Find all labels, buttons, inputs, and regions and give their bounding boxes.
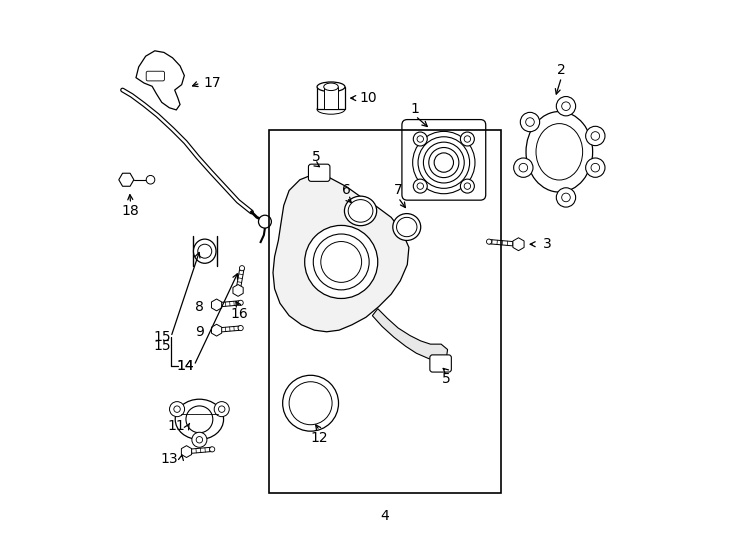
Ellipse shape [324,83,338,91]
Circle shape [591,164,600,172]
Text: 2: 2 [557,63,566,77]
Circle shape [210,447,215,452]
Circle shape [214,402,229,417]
Circle shape [556,188,575,207]
Polygon shape [211,324,222,336]
Text: 5: 5 [312,150,320,164]
Circle shape [289,382,332,425]
Circle shape [586,126,605,146]
Circle shape [186,406,213,433]
Circle shape [429,147,459,178]
FancyBboxPatch shape [146,71,164,81]
Polygon shape [136,51,184,110]
Ellipse shape [393,214,421,240]
Text: 16: 16 [230,307,248,321]
Text: 13: 13 [161,452,178,466]
Text: 7: 7 [393,184,402,198]
Ellipse shape [526,112,592,192]
Polygon shape [181,446,192,457]
Circle shape [192,432,207,447]
Ellipse shape [536,124,583,180]
Bar [324,87,338,110]
Polygon shape [273,174,409,332]
Text: 4: 4 [379,509,388,523]
Bar [317,87,345,110]
Circle shape [417,183,424,190]
Circle shape [305,225,378,299]
Circle shape [238,326,243,330]
Ellipse shape [317,105,345,114]
Ellipse shape [348,200,373,222]
Circle shape [238,300,243,306]
Circle shape [258,215,272,228]
Ellipse shape [175,399,224,440]
Ellipse shape [317,82,345,92]
Polygon shape [211,299,222,311]
Polygon shape [372,309,448,360]
Circle shape [434,153,454,172]
Circle shape [460,179,474,193]
Text: 15: 15 [153,339,170,353]
Circle shape [239,266,244,271]
Ellipse shape [396,218,417,237]
Text: 5: 5 [442,372,451,386]
Circle shape [464,183,470,190]
Circle shape [196,436,203,443]
Text: 17: 17 [203,76,221,90]
Polygon shape [233,285,243,296]
Text: 18: 18 [122,204,139,218]
Circle shape [413,131,475,194]
Ellipse shape [344,196,377,226]
Circle shape [460,132,474,146]
Text: 8: 8 [195,300,204,314]
Circle shape [526,118,534,126]
Text: 6: 6 [342,184,351,198]
Circle shape [417,136,424,142]
Text: 9: 9 [195,325,204,339]
Text: 12: 12 [311,430,329,444]
Text: 15: 15 [153,330,170,344]
Circle shape [424,142,464,183]
Polygon shape [513,238,524,251]
Circle shape [413,179,427,193]
Text: 3: 3 [542,237,551,251]
Circle shape [464,136,470,142]
Circle shape [562,102,570,111]
FancyBboxPatch shape [430,355,451,372]
Circle shape [146,176,155,184]
Circle shape [313,234,369,290]
Circle shape [418,137,470,188]
Circle shape [174,406,181,413]
Circle shape [591,132,600,140]
Ellipse shape [194,239,216,264]
Circle shape [556,97,575,116]
Bar [269,130,501,493]
Circle shape [197,244,211,258]
Text: 10: 10 [359,91,377,105]
Circle shape [413,132,427,146]
Text: 1: 1 [411,102,420,116]
Circle shape [283,375,338,431]
Text: 11: 11 [167,419,185,433]
Circle shape [520,112,539,132]
Circle shape [170,402,184,417]
Circle shape [586,158,605,177]
Circle shape [519,164,528,172]
Circle shape [487,239,492,244]
Circle shape [321,241,362,282]
FancyBboxPatch shape [402,119,486,200]
Circle shape [562,193,570,202]
Text: 14: 14 [177,359,195,373]
FancyBboxPatch shape [308,164,330,181]
Text: 14: 14 [177,359,195,373]
Circle shape [219,406,225,413]
Circle shape [514,158,533,177]
Polygon shape [119,173,134,186]
